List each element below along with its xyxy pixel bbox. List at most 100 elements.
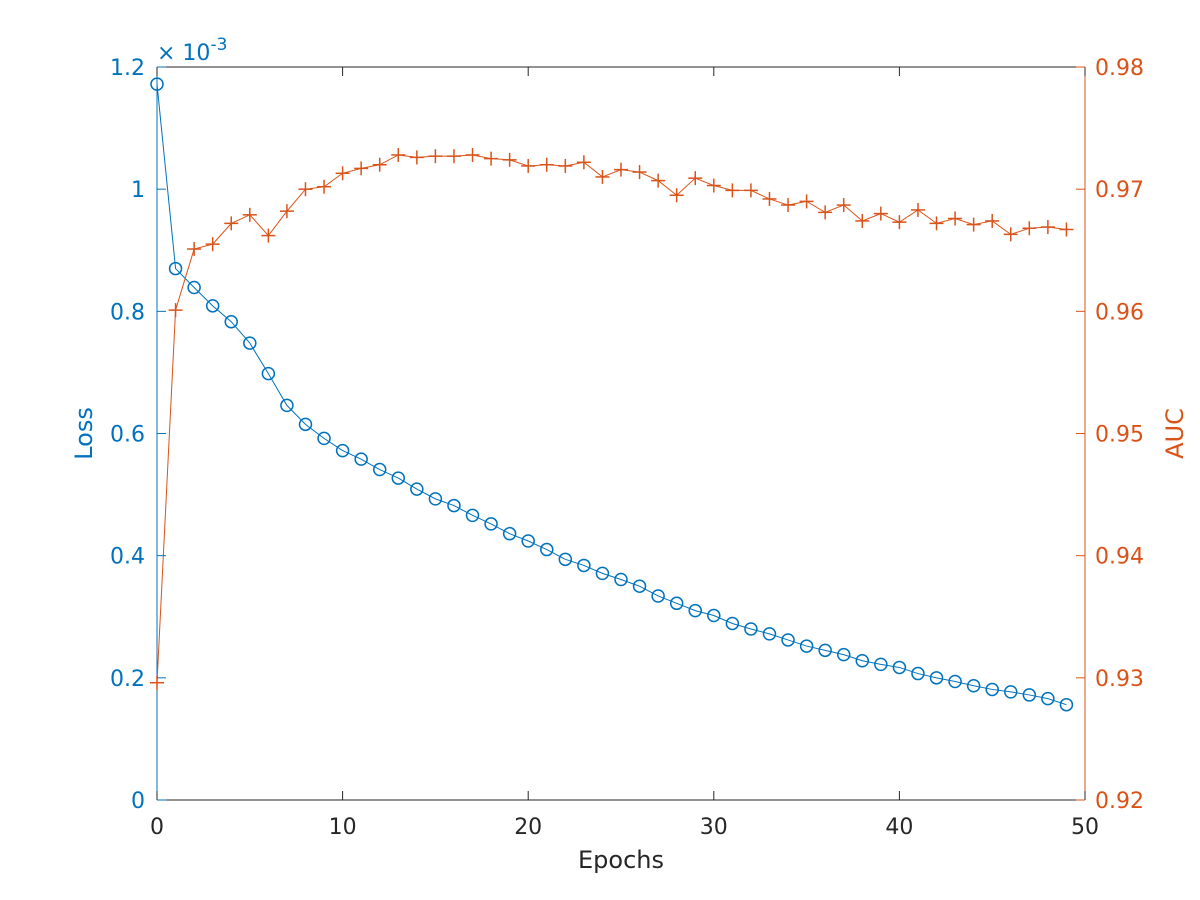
auc-point	[948, 211, 963, 226]
auc-point	[855, 213, 870, 228]
loss-point	[781, 633, 795, 647]
auc-point	[1059, 222, 1074, 237]
auc-point	[224, 216, 239, 231]
auc-point	[465, 147, 480, 162]
loss-point	[799, 639, 814, 653]
loss-point	[855, 653, 870, 668]
loss-point	[521, 534, 535, 548]
loss-point	[484, 517, 498, 531]
auc-point	[335, 166, 350, 181]
loss-point	[1041, 691, 1055, 706]
auc-point	[595, 169, 610, 184]
loss-point	[985, 682, 999, 697]
loss-point	[911, 666, 925, 681]
loss-point	[410, 482, 424, 496]
x-tick-label: 40	[885, 815, 913, 840]
loss-point	[502, 526, 517, 541]
auc-point	[428, 149, 443, 164]
loss-point	[929, 671, 944, 685]
auc-point	[317, 179, 332, 194]
auc-point	[706, 178, 721, 193]
left-y-tick-label: 0.6	[110, 423, 145, 448]
x-tick-label: 0	[150, 815, 164, 840]
loss-point	[1059, 697, 1074, 712]
loss-point	[280, 398, 294, 413]
auc-point	[651, 173, 666, 188]
loss-point	[651, 589, 665, 603]
auc-point	[558, 158, 573, 173]
axes-layer: 0 10 20 30 40 50 0 0.2 0.4 0.6 0.8 1 1.2 0.92 0.93 0.94…	[110, 56, 1144, 840]
auc-point	[168, 303, 183, 318]
loss-point	[298, 417, 313, 432]
loss-point	[187, 280, 201, 295]
auc-point	[409, 150, 424, 165]
left-y-tick-label: 0.8	[110, 300, 145, 325]
auc-point	[892, 215, 907, 230]
loss-series	[150, 77, 1074, 712]
auc-point	[929, 216, 944, 231]
loss-point	[818, 643, 832, 658]
auc-point	[762, 191, 777, 206]
plot-area	[156, 66, 1086, 801]
auc-point	[446, 149, 461, 164]
auc-point	[836, 198, 851, 213]
loss-point	[614, 572, 628, 587]
auc-point	[279, 204, 294, 219]
loss-point	[465, 508, 480, 523]
auc-point	[391, 147, 406, 162]
auc-point	[1022, 221, 1037, 236]
auc-point	[261, 228, 276, 243]
right-y-tick-label: 0.98	[1095, 56, 1144, 81]
loss-point	[150, 77, 164, 91]
auc-point	[372, 157, 387, 172]
loss-point	[447, 498, 461, 513]
auc-point	[688, 171, 703, 186]
auc-series	[150, 147, 1074, 690]
left-y-tick-label: 0.2	[110, 667, 145, 692]
loss-point	[948, 674, 962, 689]
loss-point	[224, 314, 238, 329]
auc-point	[743, 183, 758, 198]
loss-point	[335, 443, 350, 458]
left-y-tick-label: 0	[131, 789, 145, 814]
x-tick-label: 20	[514, 815, 542, 840]
auc-point	[632, 165, 647, 180]
right-y-tick-label: 0.96	[1095, 300, 1144, 325]
right-y-tick-label: 0.97	[1095, 178, 1144, 203]
loss-point	[632, 579, 647, 593]
loss-point	[688, 603, 702, 618]
x-tick-label: 30	[700, 815, 728, 840]
auc-point	[502, 152, 517, 167]
loss-point	[577, 558, 591, 573]
x-tick-label: 50	[1071, 815, 1099, 840]
loss-point	[261, 366, 276, 381]
loss-point	[391, 471, 406, 485]
loss-point	[168, 261, 183, 276]
x-tick-label: 10	[329, 815, 357, 840]
right-y-tick-label: 0.93	[1095, 667, 1144, 692]
auc-point	[873, 206, 888, 221]
auc-point	[781, 198, 796, 213]
auc-point	[521, 158, 536, 173]
left-y-tick-label: 1.2	[110, 56, 145, 81]
auc-point	[205, 237, 220, 252]
auc-point	[354, 161, 369, 176]
loss-point	[892, 660, 907, 675]
left-y-axis-title: Loss	[70, 407, 98, 460]
auc-point	[818, 205, 833, 220]
right-y-tick-label: 0.92	[1095, 789, 1144, 814]
loss-point	[205, 299, 220, 313]
left-y-tick-label: 1	[131, 178, 145, 203]
auc-point	[576, 155, 591, 170]
loss-point	[836, 647, 851, 662]
left-axis-exponent-label: × 10-3	[157, 35, 227, 66]
exponent-value: -3	[210, 35, 227, 55]
right-y-tick-label: 0.95	[1095, 423, 1144, 448]
loss-point	[243, 336, 257, 350]
auc-point	[484, 151, 499, 166]
auc-point	[187, 242, 202, 257]
loss-point	[707, 608, 721, 623]
labels-layer: Epochs Loss AUC × 10-3	[70, 35, 1189, 874]
exponent-base: 10	[175, 41, 210, 66]
